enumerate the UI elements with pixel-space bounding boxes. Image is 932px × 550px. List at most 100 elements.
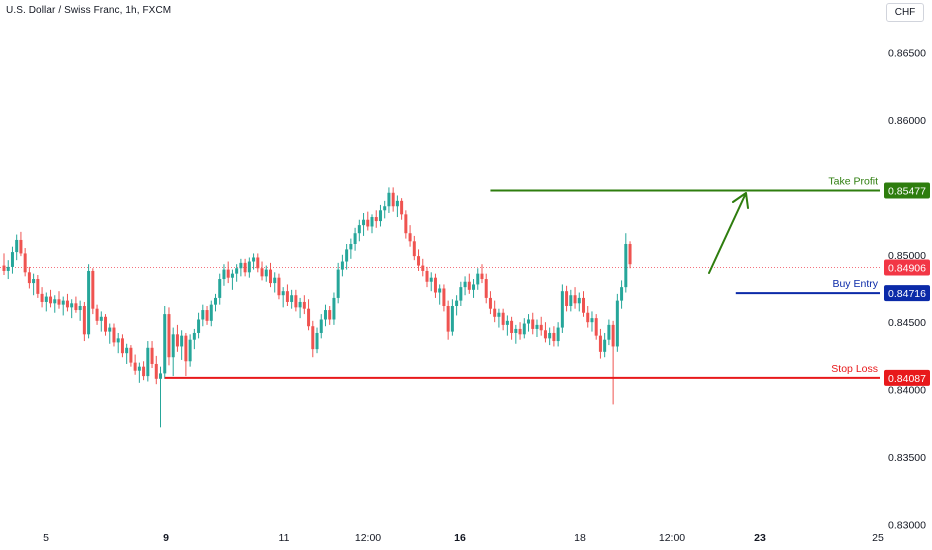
candle-body <box>480 273 484 280</box>
candle-body <box>421 265 425 271</box>
candle-body <box>104 316 108 332</box>
buy-entry-label: Buy Entry <box>832 278 878 290</box>
candle-body <box>404 214 408 234</box>
candle-body <box>311 326 315 350</box>
candle-body <box>188 339 192 362</box>
candle-body <box>459 287 463 301</box>
candle-body <box>370 217 374 227</box>
candle-body <box>32 279 36 284</box>
take-profit-label: Take Profit <box>828 175 878 187</box>
candle-body <box>256 257 260 269</box>
stop-loss-label: Stop Loss <box>831 363 878 375</box>
time-tick: 16 <box>454 532 466 544</box>
candle-body <box>150 347 154 364</box>
price-tick: 0.84500 <box>888 317 926 329</box>
candle-body <box>120 338 124 354</box>
candle-body <box>70 303 74 308</box>
candle-body <box>450 306 454 332</box>
candle-body <box>40 293 44 302</box>
candle-body <box>615 300 619 347</box>
candle-body <box>412 241 416 257</box>
candle-body <box>539 324 543 331</box>
candle-body <box>429 277 433 282</box>
candle-body <box>565 291 569 307</box>
time-tick: 25 <box>872 532 884 544</box>
candle-body <box>315 332 319 350</box>
candle-body <box>197 319 201 333</box>
candle-body <box>61 300 65 305</box>
candle-body <box>239 262 243 269</box>
candle-body <box>438 288 442 293</box>
price-tick: 0.83000 <box>888 519 926 531</box>
candle-body <box>607 324 611 340</box>
candle-body <box>44 296 48 302</box>
price-tick: 0.85000 <box>888 250 926 262</box>
candle-body <box>472 284 476 290</box>
candle-body <box>230 273 234 278</box>
candle-body <box>620 287 624 301</box>
candle-body <box>175 334 179 347</box>
candle-body <box>455 300 459 307</box>
candle-body <box>573 295 577 304</box>
candle-body <box>125 347 129 354</box>
candle-body <box>514 328 518 333</box>
candle-body <box>488 297 492 309</box>
candle-body <box>214 297 217 305</box>
candle-body <box>493 308 497 317</box>
candle-body <box>116 338 120 343</box>
candle-body <box>556 327 560 342</box>
candle-body <box>522 323 526 335</box>
candle-body <box>497 312 501 317</box>
candle-body <box>19 239 23 254</box>
time-axis[interactable]: 5 9 11 12:00 16 18 12:00 23 25 <box>43 532 884 544</box>
take-profit-badge-value: 0.85477 <box>888 185 926 197</box>
candle-body <box>205 310 209 321</box>
candle-body <box>527 319 531 324</box>
currency-button[interactable]: CHF <box>886 3 924 22</box>
candle-body <box>209 304 213 321</box>
candle-body <box>57 299 61 305</box>
candle-body <box>298 301 302 308</box>
candle-body <box>467 281 471 290</box>
candle-body <box>425 270 429 282</box>
time-tick: 9 <box>163 532 169 544</box>
candle-body <box>391 192 395 207</box>
candle-body <box>332 297 336 320</box>
candle-body <box>611 324 615 347</box>
candle-body <box>159 373 163 379</box>
candle-body <box>395 200 399 207</box>
candle-body <box>235 268 239 274</box>
candle-body <box>133 362 137 371</box>
candle-body <box>137 366 141 371</box>
chart-title: U.S. Dollar / Swiss Franc, 1h, FXCM <box>6 5 172 16</box>
candle-body <box>400 200 404 215</box>
buy-entry-badge-value: 0.84716 <box>888 288 926 300</box>
candle-body <box>285 291 289 302</box>
candle-body <box>23 253 27 273</box>
candle-body <box>10 252 14 267</box>
candle-body <box>603 339 607 352</box>
candle-body <box>548 332 552 339</box>
candle-body <box>192 332 196 340</box>
candle-body <box>277 277 281 296</box>
time-tick: 18 <box>574 532 586 544</box>
candle-body <box>408 233 412 242</box>
candle-body <box>433 277 437 293</box>
candle-body <box>336 269 340 298</box>
candle-body <box>302 301 306 309</box>
candle-body <box>294 295 298 308</box>
target-arrow <box>708 192 749 274</box>
time-tick: 12:00 <box>659 532 685 544</box>
candles <box>2 187 632 428</box>
time-tick: 11 <box>279 532 290 544</box>
price-badges: 0.85477 0.84716 0.84087 0.84906 <box>884 182 930 386</box>
price-tick: 0.83500 <box>888 452 926 464</box>
candle-body <box>345 249 349 262</box>
candle-body <box>252 257 256 262</box>
candle-body <box>82 306 86 335</box>
candle-body <box>577 297 581 304</box>
candle-body <box>53 299 57 304</box>
candle-body <box>171 334 175 358</box>
candle-body <box>112 327 116 343</box>
